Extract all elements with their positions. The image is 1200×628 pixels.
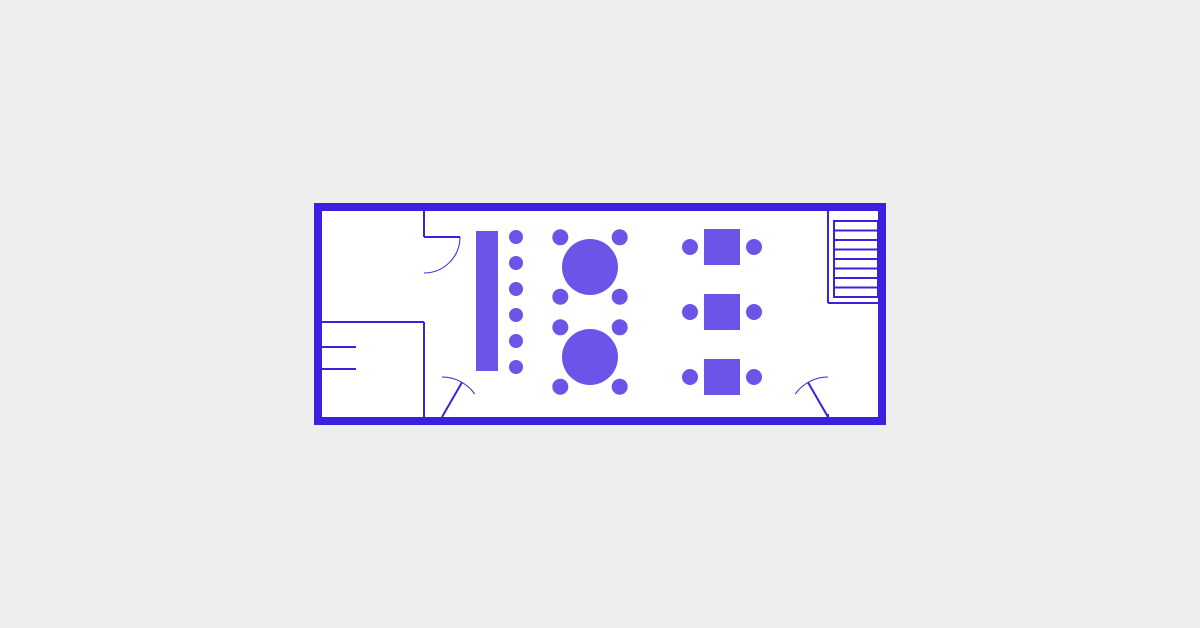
bar-seat [509, 308, 523, 322]
plan-group [318, 207, 882, 421]
square-table [704, 359, 740, 395]
bar-counter [476, 231, 498, 371]
square-table [704, 229, 740, 265]
bar-seat [509, 334, 523, 348]
bar-seat [509, 256, 523, 270]
square-table-seat [746, 369, 762, 385]
round-table-seat [552, 289, 568, 305]
round-table-seat [612, 229, 628, 245]
square-table-seat [746, 304, 762, 320]
bar-seat [509, 230, 523, 244]
square-table [704, 294, 740, 330]
round-table-seat [612, 289, 628, 305]
bar-seat [509, 282, 523, 296]
square-table-seat [682, 239, 698, 255]
bar-seat [509, 360, 523, 374]
square-table-seat [682, 369, 698, 385]
round-table-seat [552, 379, 568, 395]
round-table-seat [552, 319, 568, 335]
round-table-seat [612, 379, 628, 395]
round-table [562, 329, 618, 385]
floor-plan-diagram [0, 0, 1200, 628]
round-table [562, 239, 618, 295]
square-table-seat [682, 304, 698, 320]
floor-bg [318, 207, 882, 421]
round-table-seat [612, 319, 628, 335]
round-table-seat [552, 229, 568, 245]
square-table-seat [746, 239, 762, 255]
